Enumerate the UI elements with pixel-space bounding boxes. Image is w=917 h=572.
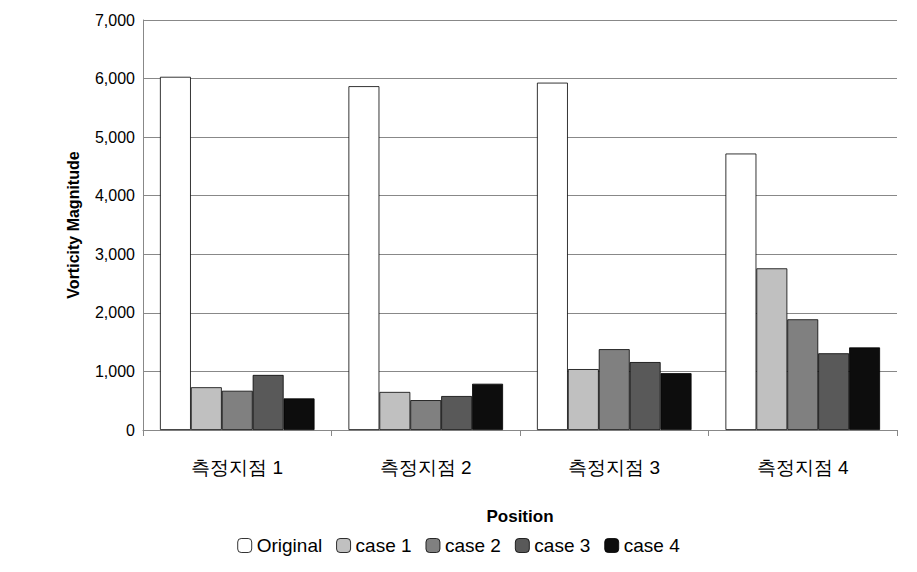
svg-text:case 4: case 4	[624, 535, 680, 556]
svg-text:Original: Original	[257, 535, 322, 556]
svg-text:2,000: 2,000	[95, 304, 135, 321]
svg-text:Vorticity Magnitude: Vorticity Magnitude	[65, 151, 82, 298]
svg-text:5,000: 5,000	[95, 129, 135, 146]
svg-text:7,000: 7,000	[95, 12, 135, 29]
svg-text:측정지점 4: 측정지점 4	[757, 457, 849, 478]
svg-text:1,000: 1,000	[95, 363, 135, 380]
svg-text:case 2: case 2	[445, 535, 501, 556]
svg-text:case 1: case 1	[356, 535, 412, 556]
svg-text:측정지점 3: 측정지점 3	[568, 457, 660, 478]
svg-text:case 3: case 3	[534, 535, 590, 556]
svg-text:측정지점 2: 측정지점 2	[380, 457, 472, 478]
svg-text:측정지점 1: 측정지점 1	[191, 457, 283, 478]
svg-text:Position: Position	[486, 507, 553, 526]
svg-text:3,000: 3,000	[95, 246, 135, 263]
svg-text:0: 0	[126, 422, 135, 439]
svg-text:6,000: 6,000	[95, 70, 135, 87]
svg-text:4,000: 4,000	[95, 187, 135, 204]
